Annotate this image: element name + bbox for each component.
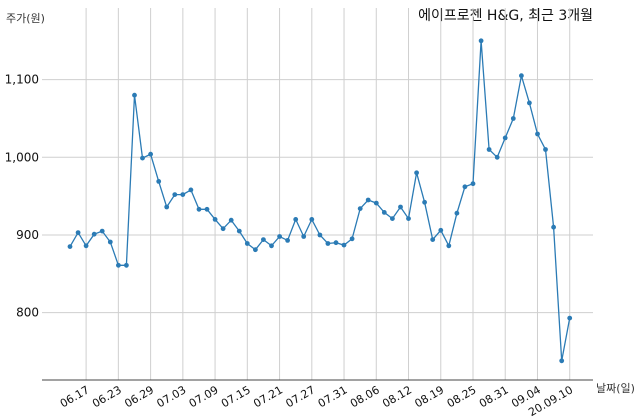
y-axis-label: 주가(원) bbox=[6, 12, 45, 25]
data-point-39 bbox=[381, 210, 387, 215]
data-point-42 bbox=[406, 216, 411, 222]
data-point-11 bbox=[156, 179, 162, 184]
data-point-25 bbox=[269, 243, 274, 249]
data-point-34 bbox=[341, 242, 347, 248]
x-tick-06.23: 06.23 bbox=[90, 383, 124, 410]
data-point-27 bbox=[285, 238, 290, 243]
y-tick-900: 900 bbox=[16, 228, 39, 242]
y-tick-800: 800 bbox=[16, 306, 39, 320]
x-tick-08.31: 08.31 bbox=[477, 383, 511, 410]
data-point-1 bbox=[75, 230, 81, 236]
data-point-37 bbox=[365, 197, 371, 203]
data-point-26 bbox=[277, 234, 282, 239]
x-tick-06.17: 06.17 bbox=[58, 383, 92, 410]
data-point-54 bbox=[502, 135, 508, 141]
data-point-48 bbox=[454, 210, 460, 216]
data-point-9 bbox=[140, 155, 145, 161]
x-tick-07.15: 07.15 bbox=[219, 383, 253, 410]
data-point-14 bbox=[180, 192, 186, 198]
data-point-8 bbox=[132, 92, 137, 98]
price-series-points bbox=[67, 38, 573, 364]
data-point-16 bbox=[196, 206, 202, 212]
data-point-23 bbox=[253, 247, 258, 253]
data-point-4 bbox=[99, 228, 105, 234]
data-point-35 bbox=[349, 236, 355, 242]
x-tick-08.12: 08.12 bbox=[380, 383, 414, 410]
y-tick-1000: 1,000 bbox=[5, 150, 39, 164]
data-point-2 bbox=[83, 243, 89, 249]
data-point-44 bbox=[422, 199, 427, 205]
x-tick-07.09: 07.09 bbox=[187, 383, 221, 410]
x-tick-07.03: 07.03 bbox=[155, 383, 189, 410]
data-point-33 bbox=[333, 240, 339, 246]
data-point-32 bbox=[325, 241, 331, 246]
data-point-60 bbox=[551, 224, 556, 230]
data-point-51 bbox=[478, 38, 484, 44]
data-point-41 bbox=[398, 204, 403, 210]
data-point-36 bbox=[357, 206, 363, 212]
data-point-46 bbox=[438, 227, 444, 233]
data-point-57 bbox=[527, 100, 532, 106]
data-point-13 bbox=[172, 192, 178, 198]
data-point-20 bbox=[228, 217, 234, 223]
data-point-12 bbox=[164, 204, 170, 210]
data-point-47 bbox=[446, 243, 452, 249]
data-point-55 bbox=[510, 116, 516, 121]
data-point-52 bbox=[486, 147, 492, 152]
data-point-56 bbox=[519, 73, 524, 79]
x-tick-labels: 06.1706.2306.2907.0307.0907.1507.2107.27… bbox=[58, 383, 575, 419]
data-point-28 bbox=[293, 217, 299, 222]
data-point-58 bbox=[535, 131, 540, 137]
y-gridlines bbox=[42, 79, 593, 314]
data-point-29 bbox=[301, 234, 307, 239]
data-point-24 bbox=[261, 237, 266, 243]
x-tick-08.25: 08.25 bbox=[445, 383, 479, 410]
data-point-31 bbox=[317, 232, 323, 238]
data-point-38 bbox=[373, 200, 379, 206]
data-point-15 bbox=[188, 187, 194, 193]
data-point-5 bbox=[107, 239, 113, 245]
data-point-18 bbox=[212, 217, 218, 222]
data-point-6 bbox=[116, 262, 121, 268]
data-point-61 bbox=[559, 358, 565, 364]
data-point-50 bbox=[470, 181, 476, 187]
data-point-0 bbox=[67, 244, 73, 250]
data-point-19 bbox=[220, 226, 226, 232]
x-tick-07.27: 07.27 bbox=[284, 383, 318, 410]
x-tick-07.31: 07.31 bbox=[316, 383, 350, 410]
x-tick-08.19: 08.19 bbox=[412, 383, 446, 410]
data-point-7 bbox=[124, 262, 129, 268]
y-tick-1100: 1,100 bbox=[5, 73, 39, 87]
data-point-45 bbox=[430, 237, 436, 243]
data-point-21 bbox=[236, 228, 242, 234]
x-gridlines bbox=[85, 8, 571, 380]
x-tick-06.29: 06.29 bbox=[122, 383, 156, 410]
x-tick-07.21: 07.21 bbox=[251, 383, 285, 410]
data-point-22 bbox=[244, 241, 250, 246]
x-axis-label: 날짜(일) bbox=[596, 381, 635, 395]
data-point-10 bbox=[148, 151, 154, 157]
y-tick-labels: 800 900 1,000 1,100 bbox=[5, 73, 39, 320]
data-point-59 bbox=[543, 147, 548, 152]
data-point-3 bbox=[91, 231, 97, 237]
data-point-30 bbox=[309, 217, 315, 222]
data-point-17 bbox=[204, 206, 210, 212]
data-point-62 bbox=[567, 315, 573, 321]
data-point-49 bbox=[462, 184, 468, 190]
data-point-40 bbox=[390, 216, 395, 222]
x-tick-08.06: 08.06 bbox=[348, 383, 382, 410]
data-point-43 bbox=[414, 170, 419, 176]
data-point-53 bbox=[494, 154, 500, 160]
